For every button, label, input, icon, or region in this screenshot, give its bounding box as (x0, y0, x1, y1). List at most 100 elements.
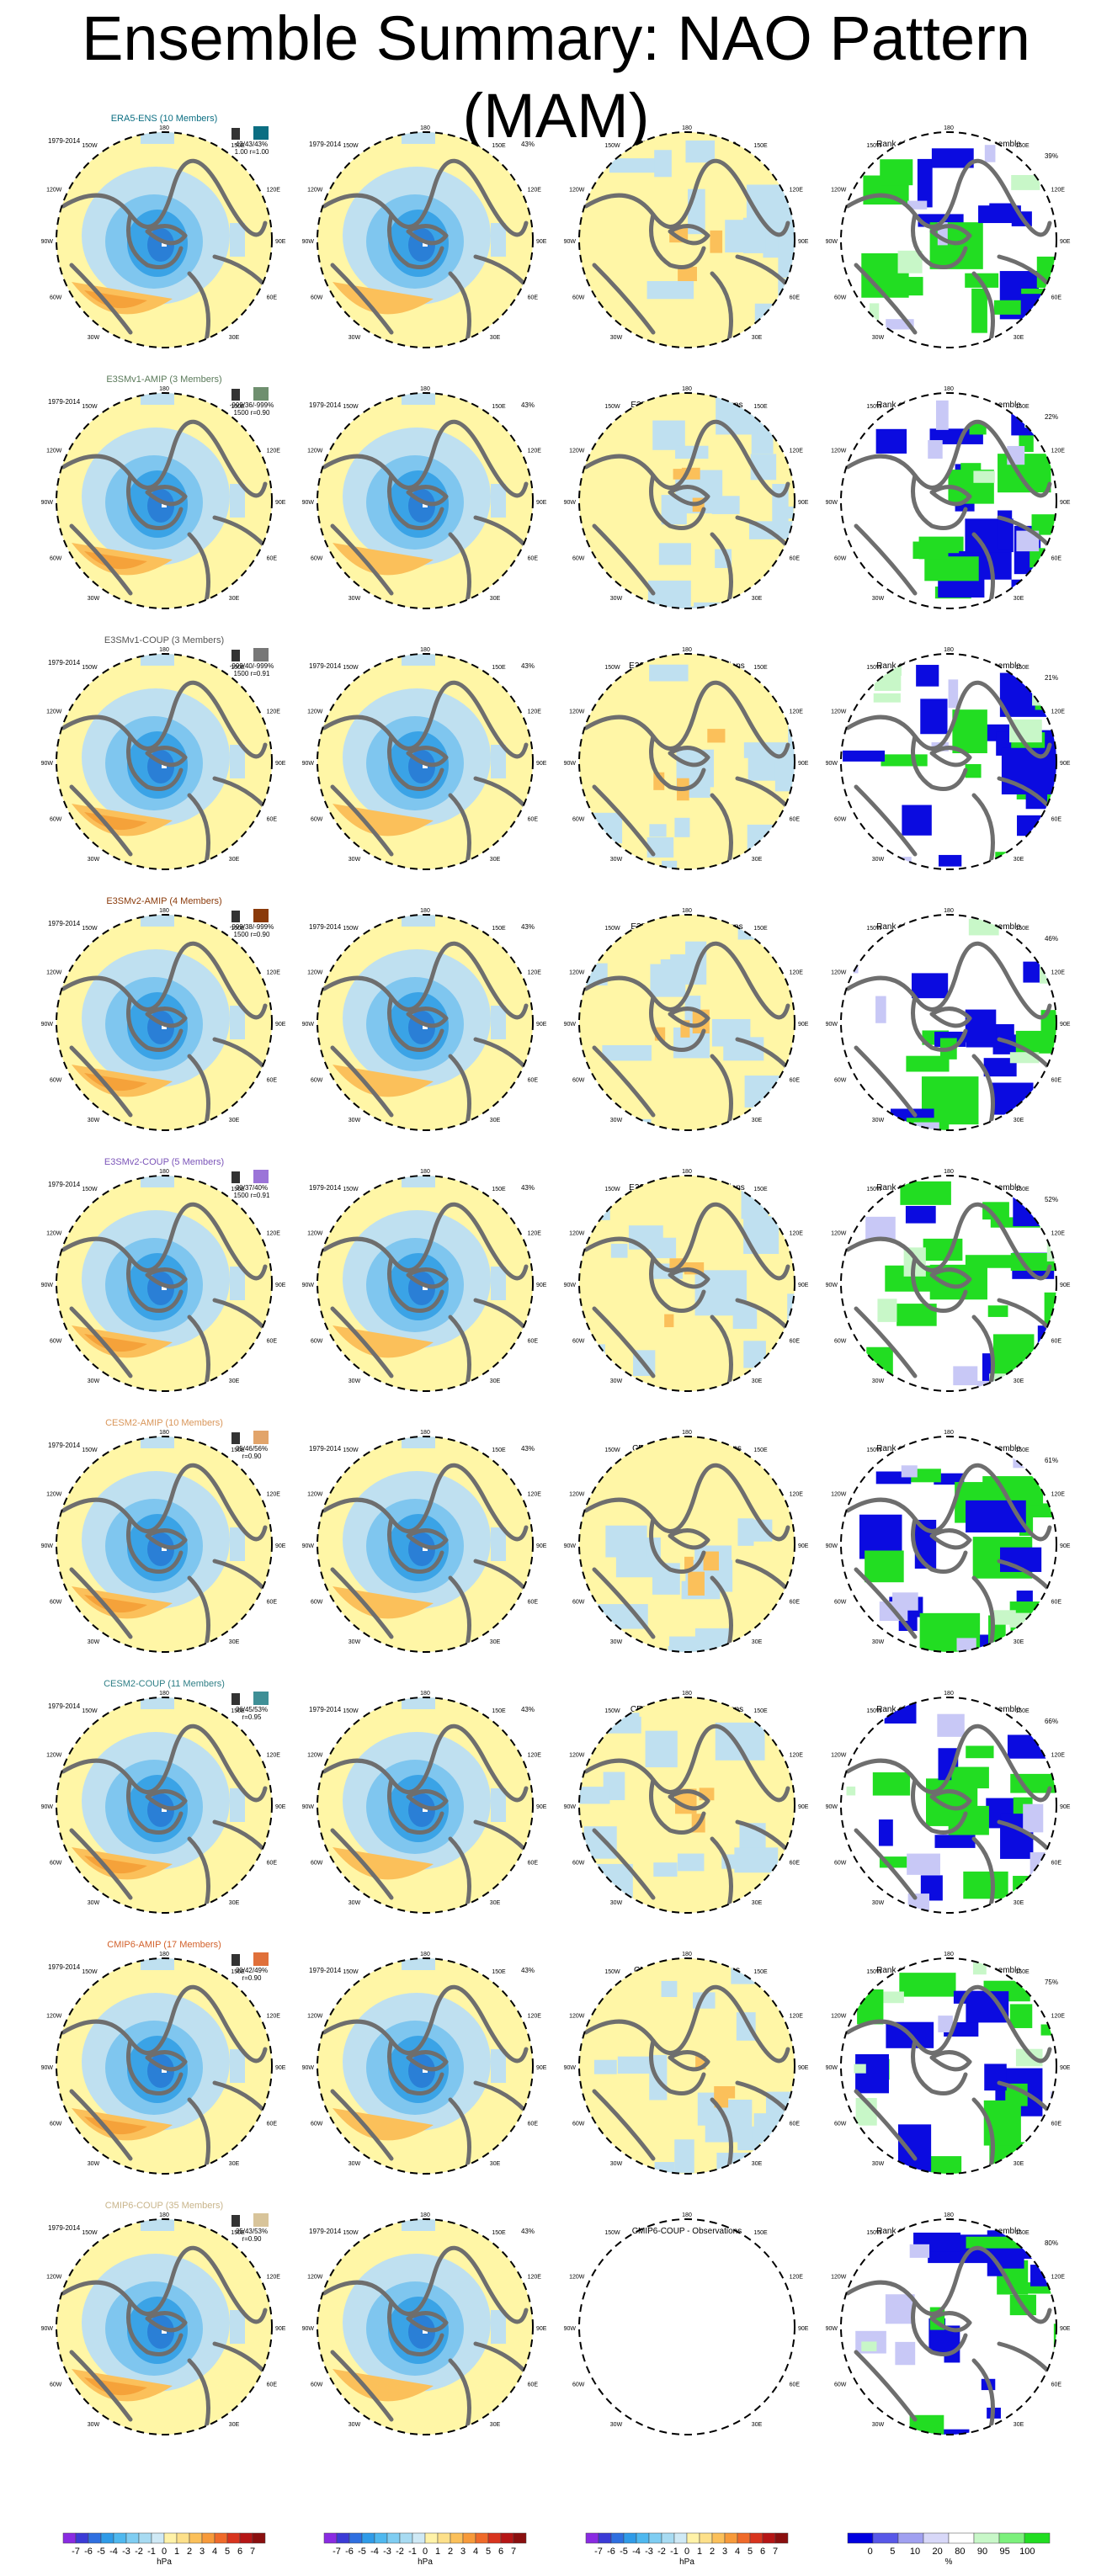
lon-label-upper-left: 150W (343, 665, 359, 671)
colorbar-tick-label: 4 (212, 2547, 217, 2557)
colorbar-swatch (737, 2532, 751, 2544)
lon-label-lower-right: 60E (790, 1338, 801, 1344)
lon-label-bottom-left: 30W (348, 596, 361, 602)
lon-label-lower-right: 60E (790, 2121, 801, 2127)
diff-panel-title: CMIP6-COUP - Observations (632, 2227, 742, 2236)
rank-percent: 80% (1045, 2239, 1058, 2247)
map-border (56, 392, 273, 609)
lon-label-bottom-left: 30W (348, 1639, 361, 1645)
lon-label-upper-right: 150E (1015, 1969, 1030, 1975)
period-label: 1979-2014 (309, 401, 342, 409)
stat-line-1: -999/40/-999% (230, 662, 274, 670)
diff-panel: ERA5-ENS - Observations180150W150E120W12… (564, 125, 809, 348)
lon-label-bottom-left: 30W (872, 857, 885, 863)
lon-label-upper-left: 150W (866, 143, 882, 149)
colorbar-swatch (412, 2532, 426, 2544)
map-border (317, 914, 534, 1131)
map-border (578, 1957, 795, 2175)
colorbar-swatch (847, 2532, 874, 2544)
map-border (317, 392, 534, 609)
lon-label-bottom-right: 30E (1014, 596, 1024, 602)
coastline (61, 419, 272, 604)
stat-line-2: 1500 r=0.90 (234, 409, 270, 417)
lon-label-mid-upper-left: 120W (307, 2013, 323, 2019)
coastline (61, 2245, 272, 2430)
lon-label-bottom-right: 30E (490, 1639, 501, 1645)
lon-label-mid-upper-left: 120W (46, 187, 62, 193)
colorbar-tick-label: 5 (225, 2547, 230, 2557)
model-panel: ERA5-ENS (10 Members)1979-2014 43/43/43%1… (41, 114, 286, 348)
colorbar-swatch (75, 2532, 89, 2544)
map-field (579, 393, 795, 608)
lon-label-top: 180 (159, 1952, 169, 1957)
lon-label-upper-right: 150E (492, 926, 506, 932)
lon-label-lower-left: 60W (50, 555, 62, 561)
lon-label-right: 90E (798, 239, 809, 245)
colorbar-tick-label: 20 (933, 2547, 943, 2557)
lon-label-right: 90E (1060, 1022, 1071, 1028)
lon-label-bottom-right: 30E (1014, 335, 1024, 341)
lon-label-right: 90E (798, 1804, 809, 1810)
lon-label-right: 90E (1060, 500, 1071, 506)
swatch-obs (231, 911, 240, 922)
lon-label-right: 90E (798, 2326, 809, 2332)
lon-label-lower-right: 60E (790, 555, 801, 561)
lon-label-upper-left: 150W (82, 1447, 98, 1453)
ensemble-row: E3SMv1-COUP (3 Members) 1979-2014 -999/40/… (41, 635, 1071, 870)
rank-panel: Rank of Observations within Ensemble39%1… (826, 125, 1071, 348)
lon-label-upper-left: 150W (604, 1708, 620, 1714)
lon-label-bottom-left: 30W (348, 857, 361, 863)
lon-label-lower-right: 60E (528, 555, 539, 561)
lon-label-lower-right: 60E (790, 2382, 801, 2387)
colorbar-swatch (323, 2532, 338, 2544)
lon-label-right: 90E (798, 2065, 809, 2071)
colorbar-swatch (62, 2532, 77, 2544)
lon-label-right: 90E (1060, 2065, 1071, 2071)
colorbar-swatch (724, 2532, 738, 2544)
period-label: 1979-2014 (309, 662, 342, 670)
lon-label-lower-left: 60W (834, 1860, 847, 1866)
swatch-obs (231, 650, 240, 661)
colorbar-tick-label: -7 (333, 2547, 341, 2557)
lon-label-top: 180 (420, 1691, 430, 1697)
rank-panel: Rank of Observations within Ensemble66%1… (826, 1691, 1071, 1914)
lon-label-top: 180 (682, 1952, 692, 1957)
lon-label-upper-right: 150E (753, 1187, 768, 1192)
lon-label-mid-upper-left: 120W (569, 448, 585, 454)
lon-label-right: 90E (1060, 1283, 1071, 1288)
lon-label-upper-right: 150E (231, 926, 245, 932)
colorbar-unit: % (945, 2557, 953, 2567)
rank-percent: 46% (1045, 935, 1058, 943)
colorbar-tick-label: 6 (498, 2547, 503, 2557)
colorbar-swatch (386, 2532, 401, 2544)
lon-label-left: 90W (826, 239, 838, 245)
lon-label-upper-right: 150E (1015, 1708, 1030, 1714)
colorbar-tick-label: 3 (460, 2547, 466, 2557)
map-border (56, 2218, 273, 2435)
coastline (322, 158, 533, 343)
lon-label-left: 90W (41, 1022, 54, 1028)
map-border (840, 1436, 1057, 1653)
map-field (579, 132, 795, 348)
obs-percent: 43% (521, 2228, 535, 2235)
lon-label-upper-right: 150E (231, 143, 245, 149)
colorbar-tick-label: -2 (135, 2547, 143, 2557)
colorbar-tick-label: -7 (594, 2547, 603, 2557)
lon-label-lower-right: 60E (267, 2121, 278, 2127)
map-border (578, 131, 795, 348)
colorbar-tick-label: -1 (408, 2547, 417, 2557)
colorbar-tick-label: -3 (383, 2547, 391, 2557)
lon-label-right: 90E (536, 500, 547, 506)
model-panel-title: E3SMv1-AMIP (3 Members) (106, 374, 221, 385)
colorbar-swatch (252, 2532, 266, 2544)
lon-label-mid-upper-right: 120E (790, 2013, 804, 2019)
model-panel: CMIP6-COUP (35 Members) 1979-2014 35/43/53… (41, 2201, 286, 2435)
lon-label-lower-right: 60E (1051, 555, 1062, 561)
lon-label-left: 90W (564, 500, 577, 506)
swatch-obs (231, 1954, 240, 1966)
lon-label-mid-upper-right: 120E (790, 1752, 804, 1758)
model-panel-title: CMIP6-COUP (35 Members) (105, 2201, 223, 2211)
lon-label-left: 90W (826, 2326, 838, 2332)
lon-label-upper-right: 150E (231, 1447, 245, 1453)
